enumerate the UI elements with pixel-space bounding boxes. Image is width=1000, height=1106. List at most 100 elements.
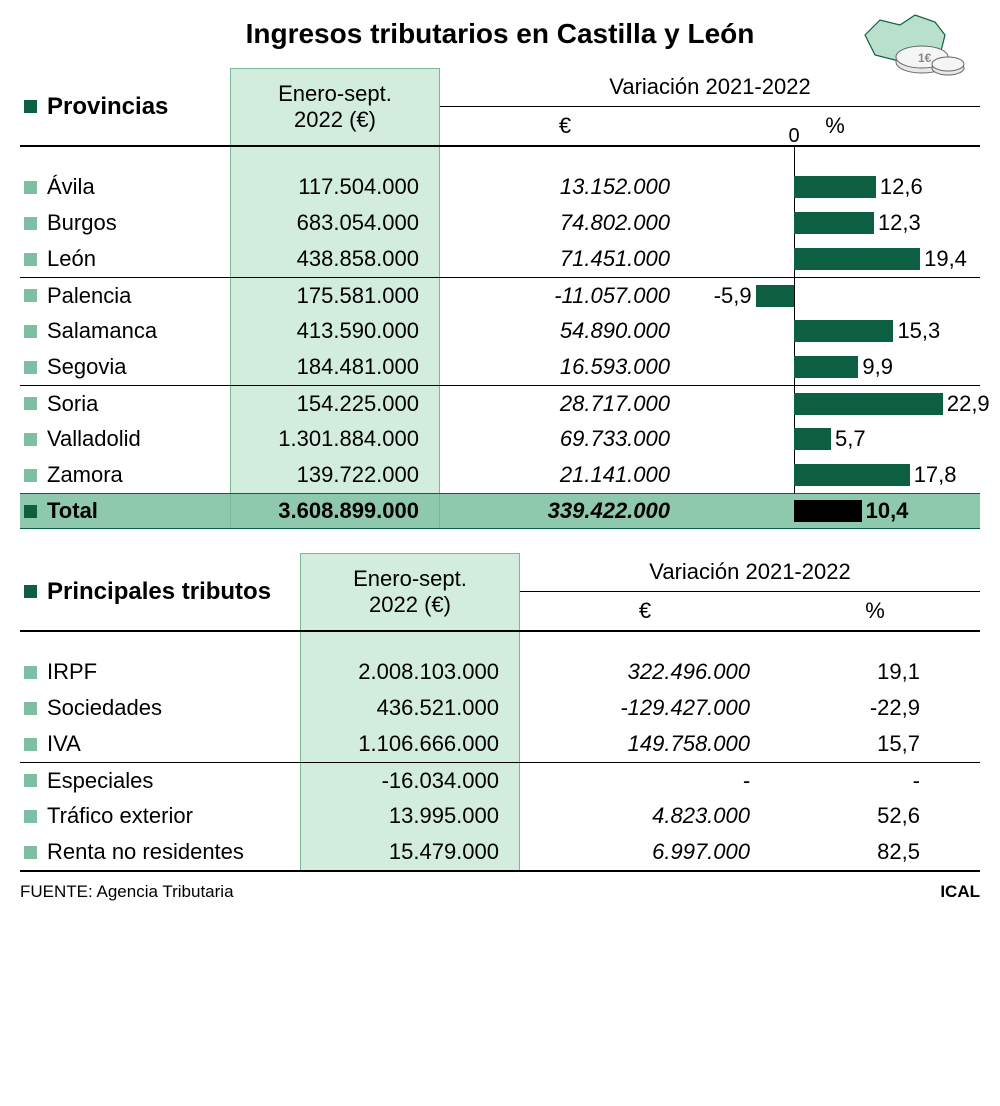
table-row: Zamora139.722.00021.141.00017,8: [20, 457, 980, 493]
col-enero-l1: Enero-sept.: [301, 566, 519, 592]
pct-label: 12,3: [878, 210, 921, 236]
footer: FUENTE: Agencia Tributaria ICAL: [20, 872, 980, 902]
total-label: Total: [47, 498, 98, 524]
title-text: Ingresos tributarios en Castilla y León: [246, 18, 755, 49]
col-enero-l2: 2022 (€): [231, 107, 439, 133]
enero-value: 438.858.000: [230, 241, 440, 277]
tributo-name: IRPF: [47, 659, 97, 685]
province-name: Burgos: [47, 210, 117, 236]
enero-value: 175.581.000: [230, 278, 440, 313]
pct-bar: [794, 500, 862, 522]
page-title: Ingresos tributarios en Castilla y León …: [20, 10, 980, 68]
enero-value: 1.301.884.000: [230, 421, 440, 457]
var-eur-value: 6.997.000: [520, 834, 770, 870]
table-row: Especiales-16.034.000--: [20, 762, 980, 798]
pct-bar: [756, 285, 794, 307]
var-eur-value: 71.451.000: [440, 241, 690, 277]
enero-value: -16.034.000: [300, 763, 520, 798]
province-name: León: [47, 246, 96, 272]
tributos-table: Principales tributos Enero-sept. 2022 (€…: [20, 553, 980, 872]
pct-bar: [794, 320, 893, 342]
provinces-header-row: Provincias Enero-sept. 2022 (€) Variació…: [20, 68, 980, 145]
sub-eur-label: €: [440, 107, 690, 145]
var-eur-value: -129.427.000: [520, 690, 770, 726]
bullet-icon: [24, 361, 37, 374]
enero-value: 154.225.000: [230, 386, 440, 421]
enero-value: 184.481.000: [230, 349, 440, 385]
table-row: Segovia184.481.00016.593.0009,9: [20, 349, 980, 385]
table-row: Tráfico exterior 13.995.0004.823.00052,6: [20, 798, 980, 834]
var-eur-value: -: [520, 763, 770, 798]
table-row: Palencia175.581.000-11.057.000-5,9: [20, 277, 980, 313]
province-name: Salamanca: [47, 318, 157, 344]
bullet-icon: [24, 397, 37, 410]
table-row: León438.858.00071.451.00019,4: [20, 241, 980, 277]
bullet-icon: [24, 810, 37, 823]
tributos-heading: Principales tributos: [47, 578, 271, 606]
sub-pct-label: %: [690, 107, 980, 145]
enero-value: 13.995.000: [300, 798, 520, 834]
tributo-name: Tráfico exterior: [47, 803, 193, 829]
var-eur-value: 13.152.000: [440, 169, 690, 205]
bullet-icon: [24, 738, 37, 751]
tributo-name: IVA: [47, 731, 81, 757]
var-eur-value: 4.823.000: [520, 798, 770, 834]
provinces-heading-cell: Provincias: [20, 68, 230, 145]
table-row: Burgos 683.054.00074.802.000 12,3: [20, 205, 980, 241]
pct-label: -5,9: [714, 283, 752, 309]
enero-value: 683.054.000: [230, 205, 440, 241]
pct-bar: [794, 248, 920, 270]
bullet-icon: [24, 585, 37, 598]
bullet-icon: [24, 774, 37, 787]
var-eur-value: 28.717.000: [440, 386, 690, 421]
enero-value: 436.521.000: [300, 690, 520, 726]
pct-label: 5,7: [835, 426, 866, 452]
enero-value: 1.106.666.000: [300, 726, 520, 762]
bullet-icon: [24, 702, 37, 715]
bullet-icon: [24, 253, 37, 266]
var-eur-value: 74.802.000: [440, 205, 690, 241]
pct-bar: [794, 393, 943, 415]
province-name: Soria: [47, 391, 98, 417]
bullet-icon: [24, 846, 37, 859]
pct-bar: [794, 212, 874, 234]
pct-value: 19,1: [770, 654, 980, 690]
var-eur-value: 54.890.000: [440, 313, 690, 349]
table-row: Valladolid1.301.884.00069.733.0005,7: [20, 421, 980, 457]
pct-label: 9,9: [862, 354, 893, 380]
pct-value: 82,5: [770, 834, 980, 870]
pct-label: 12,6: [880, 174, 923, 200]
sub-eur-label: €: [520, 592, 770, 630]
province-name: Palencia: [47, 283, 131, 309]
svg-text:1€: 1€: [918, 51, 932, 65]
var-eur-total: 339.422.000: [440, 494, 690, 528]
var-eur-value: 69.733.000: [440, 421, 690, 457]
enero-value: 2.008.103.000: [300, 654, 520, 690]
pct-bar: [794, 428, 831, 450]
table-row: Soria154.225.00028.717.00022,9: [20, 385, 980, 421]
footer-source: FUENTE: Agencia Tributaria: [20, 882, 234, 902]
bullet-icon: [24, 217, 37, 230]
pct-value: 52,6: [770, 798, 980, 834]
bullet-icon: [24, 433, 37, 446]
pct-bar: [794, 464, 910, 486]
enero-value: 117.504.000: [230, 169, 440, 205]
sub-pct-label: %: [770, 592, 980, 630]
footer-credit: ICAL: [940, 882, 980, 902]
bullet-icon: [24, 325, 37, 338]
provinces-rows: 0Ávila117.504.00013.152.00012,6Burgos683…: [20, 147, 980, 529]
enero-value: 15.479.000: [300, 834, 520, 870]
bullet-icon: [24, 289, 37, 302]
pct-label: 15,3: [897, 318, 940, 344]
provinces-table: Provincias Enero-sept. 2022 (€) Variació…: [20, 68, 980, 529]
zero-axis-label: 0: [788, 125, 799, 148]
table-row: IVA1.106.666.000149.758.00015,7: [20, 726, 980, 762]
pct-bar: [794, 356, 858, 378]
total-row: Total3.608.899.000339.422.00010,4: [20, 493, 980, 529]
province-name: Ávila: [47, 174, 95, 200]
enero-value: 139.722.000: [230, 457, 440, 493]
tributos-rows: IRPF2.008.103.000322.496.00019,1Sociedad…: [20, 632, 980, 870]
bullet-icon: [24, 666, 37, 679]
pct-bar: [794, 176, 876, 198]
var-eur-value: 21.141.000: [440, 457, 690, 493]
